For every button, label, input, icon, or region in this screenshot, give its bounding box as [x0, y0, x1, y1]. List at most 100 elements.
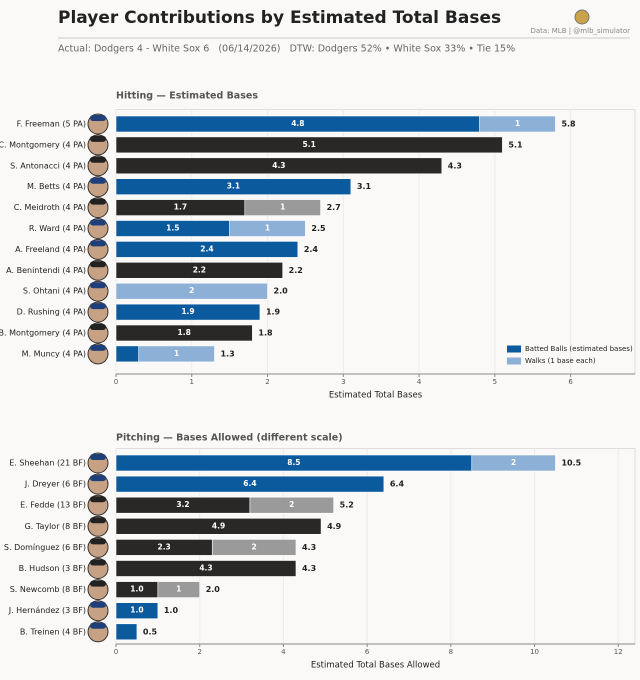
player-cap	[90, 454, 106, 460]
bar-segment	[115, 324, 253, 342]
x-axis-label: Estimated Total Bases	[329, 391, 423, 401]
category-label: M. Muncy (4 PA)	[22, 349, 86, 358]
bar-value-label: 8.5	[287, 458, 300, 467]
player-cap	[90, 303, 106, 310]
bar-value-label: 1.0	[130, 585, 143, 594]
total-label: 4.3	[448, 161, 462, 170]
player-cap	[90, 177, 106, 184]
bar-value-label: 2.3	[157, 542, 170, 551]
total-label: 1.9	[266, 308, 281, 317]
subtitle: Actual: Dodgers 4 - White Sox 6 (06/14/2…	[58, 44, 515, 55]
bar-segment	[115, 475, 385, 493]
total-label: 0.5	[143, 627, 158, 636]
x-tick-label: 4	[281, 648, 286, 656]
bar-segment	[115, 623, 138, 641]
total-label: 2.0	[206, 585, 221, 594]
player-cap	[90, 475, 106, 482]
x-tick-label: 8	[449, 648, 453, 656]
bar-value-label: 1.9	[181, 307, 194, 316]
total-label: 4.3	[302, 564, 316, 573]
category-label: B. Treinen (4 BF)	[20, 627, 86, 636]
bar-segment	[479, 115, 556, 133]
x-tick-label: 1	[190, 378, 194, 386]
legend-swatch	[507, 357, 521, 365]
category-label: E. Fedde (13 BF)	[20, 501, 86, 510]
bar-segment	[115, 282, 268, 300]
bar-segment	[115, 241, 299, 258]
category-label: S. Newcomb (8 BF)	[10, 585, 86, 594]
player-cap	[90, 496, 106, 503]
player-cap	[90, 261, 106, 268]
total-label: 2.7	[327, 203, 341, 212]
x-tick-label: 5	[493, 378, 497, 386]
category-label: R. Ward (4 PA)	[29, 224, 86, 233]
total-label: 4.3	[302, 543, 316, 552]
bar-value-label: 1.8	[178, 328, 191, 337]
logo	[574, 9, 590, 25]
player-cap	[90, 344, 106, 351]
bar-value-label: 4.3	[199, 564, 212, 573]
category-label: S. Ohtani (4 PA)	[23, 287, 86, 296]
x-tick-label: 4	[417, 378, 422, 386]
total-label: 1.8	[258, 329, 273, 338]
x-tick-label: 6	[365, 648, 370, 656]
player-cap	[90, 240, 106, 247]
player-cap	[90, 282, 106, 289]
bar-segment	[115, 136, 503, 154]
legend-label: Batted Balls (estimated bases)	[525, 345, 633, 353]
bar-segment	[244, 199, 321, 216]
category-label: J. Hernández (3 BF)	[8, 606, 86, 615]
bar-segment	[157, 581, 201, 598]
chart-title: Hitting — Estimated Bases	[116, 91, 258, 102]
bar-value-label: 4.9	[212, 521, 225, 530]
category-label: E. Sheehan (21 BF)	[9, 459, 86, 468]
total-label: 2.0	[274, 287, 289, 296]
bar-segment	[115, 261, 283, 279]
bar-value-label: 1	[265, 224, 270, 233]
source: Data: MLB | @mlb_simulator	[530, 27, 630, 35]
category-label: B. Montgomery (4 PA)	[0, 329, 86, 338]
total-label: 5.2	[340, 501, 354, 510]
player-cap	[90, 538, 106, 545]
bar-segment	[115, 602, 159, 620]
bar-value-label: 3.1	[227, 182, 240, 191]
bar-value-label: 4.8	[291, 119, 304, 128]
category-label: G. Taylor (8 BF)	[25, 522, 86, 531]
chart-title: Pitching — Bases Allowed (different scal…	[116, 433, 343, 444]
total-label: 6.4	[390, 480, 405, 489]
category-label: A. Freeland (4 PA)	[15, 245, 86, 254]
total-label: 2.4	[304, 245, 319, 254]
x-axis-label: Estimated Total Bases Allowed	[311, 661, 440, 671]
x-tick-label: 10	[530, 648, 539, 656]
bar-value-label: 1.7	[174, 203, 187, 212]
category-label: M. Betts (4 PA)	[27, 182, 86, 191]
category-label: C. Meidroth (4 PA)	[14, 203, 86, 212]
category-label: C. Montgomery (4 PA)	[0, 140, 86, 149]
player-cap	[90, 580, 106, 587]
bar-segment	[115, 560, 297, 577]
bar-value-label: 1.5	[166, 224, 179, 233]
bar-segment	[115, 517, 322, 535]
page-title: Player Contributions by Estimated Total …	[58, 8, 501, 28]
player-cap	[90, 219, 106, 226]
player-cap	[90, 324, 106, 330]
bar-segment	[471, 454, 556, 472]
total-label: 10.5	[561, 459, 581, 468]
bar-value-label: 1.0	[130, 606, 143, 615]
bar-segment	[115, 345, 140, 363]
bar-segment	[211, 539, 297, 556]
category-label: F. Freeman (5 PA)	[17, 120, 86, 129]
player-cap	[90, 622, 106, 629]
x-tick-label: 12	[614, 648, 623, 656]
legend-swatch	[507, 345, 521, 353]
player-cap	[90, 559, 106, 566]
player-cap	[90, 156, 106, 163]
bar-segment	[115, 157, 443, 175]
bar-value-label: 2	[189, 286, 194, 295]
total-label: 5.8	[561, 120, 576, 129]
player-cap	[90, 115, 106, 121]
category-label: A. Benintendi (4 PA)	[6, 266, 86, 275]
bar-value-label: 1	[280, 203, 285, 212]
bar-segment	[138, 345, 215, 363]
player-cap	[90, 135, 106, 142]
